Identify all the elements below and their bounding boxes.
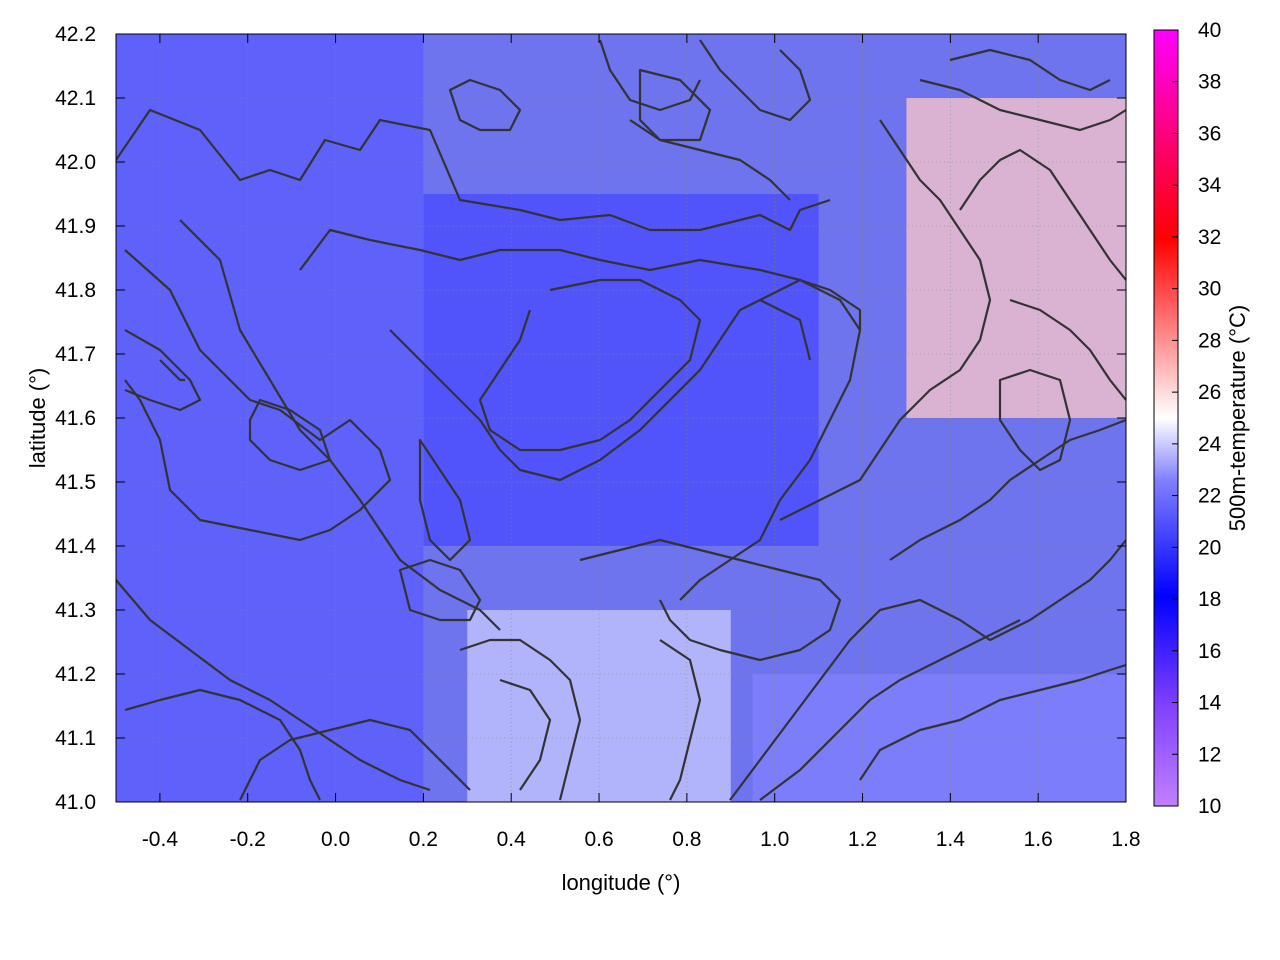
contour-line	[998, 368, 1072, 472]
y-tick-label: 41.1	[55, 727, 96, 750]
colorbar-tick-label: 16	[1198, 640, 1221, 663]
x-tick-label: 0.4	[497, 828, 527, 851]
contour-line	[949, 48, 1111, 92]
colorbar-tick-label: 14	[1198, 692, 1222, 715]
y-tick-label: 41.5	[55, 471, 96, 494]
contour-line	[919, 78, 1126, 132]
colorbar-ticks: 10 12 14 16 18 20 22 24 26 28 30 32 34 36 38 40	[1172, 19, 1222, 818]
colorbar	[1153, 29, 1179, 807]
contour-line	[239, 718, 471, 801]
field-region-southeast	[752, 674, 1126, 802]
y-tick-label: 41.0	[55, 791, 96, 814]
colorbar-tick-label: 24	[1198, 433, 1222, 456]
contour-line	[299, 228, 862, 601]
colorbar-tick-label: 28	[1198, 329, 1221, 352]
contour-line	[779, 119, 992, 521]
y-tick-label: 42.1	[55, 87, 96, 110]
colorbar-tick-label: 20	[1198, 536, 1221, 559]
x-tick-label: -0.4	[142, 828, 179, 851]
contour-line	[699, 39, 812, 122]
y-tick-label: 41.8	[55, 279, 96, 302]
x-axis: -0.4 -0.2 0.0 0.2 0.4 0.6 0.8 1.0 1.2 1.4 1.6 1.8	[142, 34, 1141, 851]
field-region-center	[423, 194, 819, 546]
x-tick-label: 1.8	[1111, 828, 1140, 851]
x-tick-label: 0.6	[584, 828, 613, 851]
contour-line	[124, 329, 202, 412]
contour-line	[889, 418, 1126, 561]
contour-line	[116, 579, 431, 792]
x-tick-label: -0.2	[230, 828, 266, 851]
field-region-northeast	[906, 98, 1126, 418]
contour-line	[159, 359, 185, 382]
colorbar-tick-label: 34	[1198, 174, 1222, 197]
colorbar-tick-label: 12	[1198, 743, 1221, 766]
contour-line	[659, 639, 702, 801]
y-tick-label: 42.0	[55, 151, 96, 174]
contour-line	[248, 398, 332, 472]
colorbar-tick-label: 30	[1198, 278, 1221, 301]
colorbar-tick-label: 36	[1198, 122, 1221, 145]
y-axis: 41.0 41.1 41.2 41.3 41.4 41.5 41.6 41.7 41.8 41.9…	[55, 23, 1126, 814]
colorbar-tick-label: 38	[1198, 71, 1221, 94]
x-tick-label: 0.2	[409, 828, 438, 851]
contour-line	[478, 278, 702, 452]
x-tick-label: 1.2	[848, 828, 877, 851]
field-region-west	[116, 34, 424, 802]
contour-line	[124, 688, 321, 801]
y-axis-label: latitude (°)	[25, 368, 50, 469]
colorbar-label: 500m-temperature (°C)	[1225, 305, 1250, 531]
contour-line	[598, 39, 701, 112]
y-tick-label: 41.7	[55, 343, 96, 366]
contour-line	[759, 619, 1021, 801]
contour-line	[579, 538, 842, 662]
y-tick-label: 41.4	[55, 535, 96, 558]
contour-line	[629, 119, 791, 201]
contour-line	[459, 638, 582, 801]
x-tick-label: 1.6	[1024, 828, 1053, 851]
colorbar-tick-label: 32	[1198, 226, 1221, 249]
colorbar-tick-label: 26	[1198, 381, 1221, 404]
contour-line	[859, 663, 1126, 781]
contour-line	[418, 438, 472, 562]
contour-line	[729, 539, 1126, 801]
contour-line	[124, 249, 392, 542]
y-tick-label: 42.2	[55, 23, 96, 46]
contour-line	[116, 108, 831, 232]
y-tick-label: 41.2	[55, 663, 96, 686]
x-tick-label: 0.0	[321, 828, 350, 851]
colorbar-tick-label: 22	[1198, 485, 1221, 508]
y-tick-label: 41.9	[55, 215, 96, 238]
contour-line	[179, 219, 501, 631]
contour-line	[638, 68, 712, 142]
contour-lines	[116, 39, 1126, 801]
colorbar-tick-label: 40	[1198, 19, 1221, 42]
y-tick-label: 41.3	[55, 599, 96, 622]
colorbar-tick-label: 10	[1198, 795, 1221, 818]
contour-line	[398, 558, 482, 622]
contour-line	[1009, 298, 1126, 401]
x-tick-label: 0.8	[672, 828, 701, 851]
contour-line	[389, 298, 812, 482]
x-tick-label: 1.4	[936, 828, 966, 851]
contour-line	[759, 278, 862, 330]
contour-line	[959, 148, 1126, 281]
contour-line	[499, 678, 552, 791]
x-tick-label: 1.0	[760, 828, 789, 851]
y-tick-label: 41.6	[55, 407, 96, 430]
x-axis-label: longitude (°)	[562, 870, 681, 895]
contour-line	[448, 78, 522, 132]
colorbar-tick-label: 18	[1198, 588, 1221, 611]
